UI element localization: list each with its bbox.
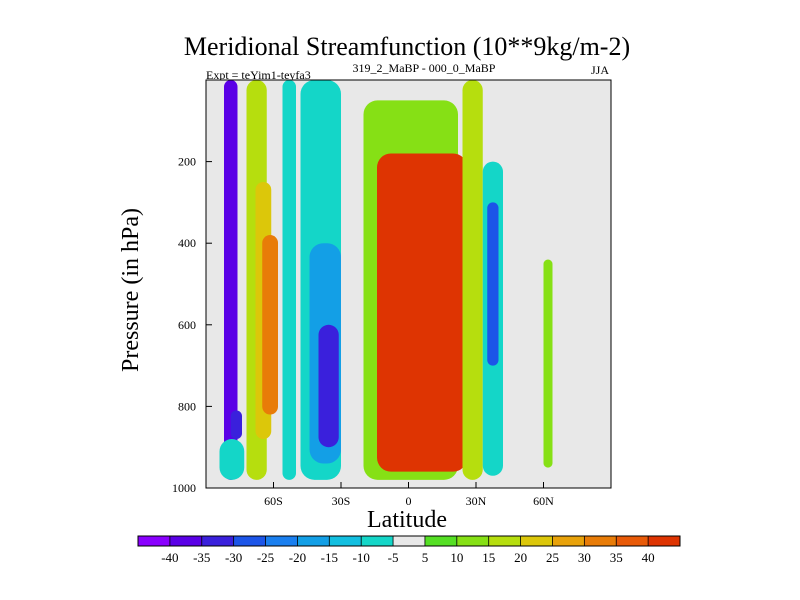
colorbar-swatch (361, 536, 394, 546)
experiment-label: Expt = teYim1-teyfa3 (206, 68, 311, 82)
contour-band-0 (224, 80, 238, 480)
x-tick-label: 60N (533, 494, 554, 508)
contour-band-5 (262, 235, 278, 415)
contour-band-9 (318, 324, 339, 448)
colorbar-label: -30 (225, 550, 242, 565)
y-tick-label: 800 (178, 399, 196, 413)
x-tick-label: 60S (264, 494, 283, 508)
contour-band-2 (219, 439, 245, 480)
colorbar-swatch (488, 536, 522, 546)
colorbar-swatch (393, 536, 426, 546)
colorbar-frame (137, 535, 681, 547)
colorbar-label: -40 (161, 550, 178, 565)
colorbar-swatch (456, 536, 490, 546)
y-tick-label: 1000 (172, 481, 196, 495)
colorbar-swatch (552, 536, 585, 546)
colorbar-swatch (520, 536, 553, 546)
x-tick-label: 0 (406, 494, 412, 508)
colorbar-label: -5 (388, 550, 399, 565)
colorbar-swatch (297, 536, 330, 546)
colorbar-swatch (201, 536, 235, 546)
colorbar-swatch (616, 536, 649, 546)
x-tick-label: 30S (332, 494, 351, 508)
colorbar-label: 35 (610, 550, 623, 565)
y-tick-label: 400 (178, 236, 196, 250)
colorbar-label: -25 (257, 550, 274, 565)
contour-band-15 (503, 80, 526, 480)
colorbar-swatch (169, 536, 203, 546)
colorbar-label: -15 (321, 550, 338, 565)
colorbar-label: -10 (353, 550, 370, 565)
period-subtitle: 319_2_MaBP - 000_0_MaBP (353, 61, 496, 75)
colorbar-swatch (233, 536, 267, 546)
y-axis: 200 400 600 800 1000 (172, 155, 212, 495)
colorbar: -40 -35 -30 -25 -20 -15 -10 -5 5 10 15 20 25 30 35 40 (137, 535, 681, 565)
chart-title: Meridional Streamfunction (10**9kg/m-2) (184, 32, 630, 61)
colorbar-swatch (138, 536, 171, 546)
colorbar-swatch (424, 536, 458, 546)
colorbar-label: -20 (289, 550, 306, 565)
contour-band-12 (462, 80, 483, 480)
colorbar-label: 10 (450, 550, 463, 565)
colorbar-label: 15 (482, 550, 495, 565)
contour-band-14 (487, 202, 499, 366)
x-tick-label: 30N (466, 494, 487, 508)
contour-band-16 (543, 259, 553, 468)
x-axis: 60S 30S 0 30N 60N (264, 482, 554, 508)
y-tick-label: 600 (178, 318, 196, 332)
season-label: JJA (591, 63, 609, 77)
colorbar-label: 20 (514, 550, 527, 565)
colorbar-label: -35 (193, 550, 210, 565)
contour-band-6 (282, 80, 296, 480)
colorbar-label: 40 (642, 550, 655, 565)
y-tick-label: 200 (178, 155, 196, 169)
plot-area: 60S 30S 0 30N 60N 200 400 600 800 1000 (172, 79, 612, 508)
colorbar-swatch (584, 536, 617, 546)
contour-band-11 (377, 153, 467, 472)
contour-band-1 (230, 410, 242, 440)
x-axis-label: Latitude (367, 507, 447, 533)
colorbar-label: 30 (578, 550, 591, 565)
y-axis-label: Pressure (in hPa) (118, 208, 144, 372)
colorbar-label: 25 (546, 550, 559, 565)
colorbar-swatch (329, 536, 362, 546)
colorbar-swatch (648, 536, 681, 546)
contour-fill-layer (219, 80, 553, 480)
colorbar-label: 5 (422, 550, 429, 565)
colorbar-swatch (265, 536, 298, 546)
